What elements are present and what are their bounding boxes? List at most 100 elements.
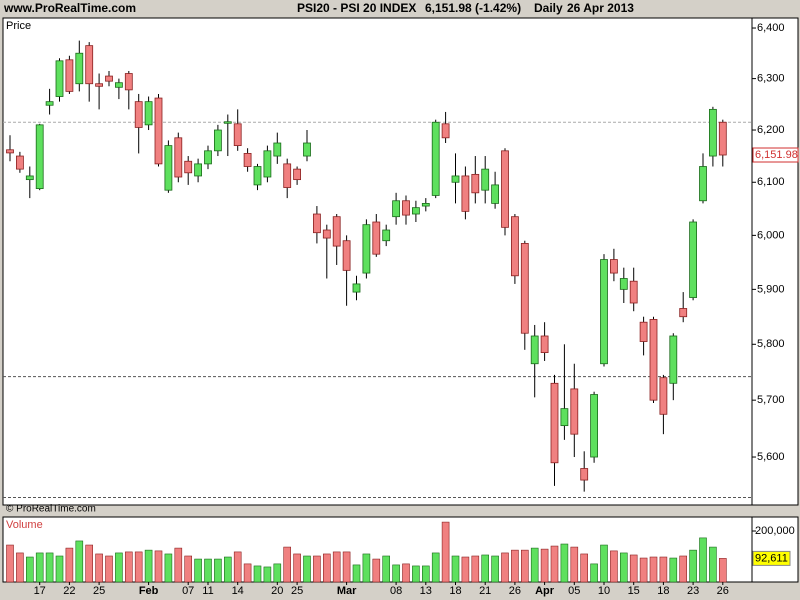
- volume-bar: [471, 555, 480, 583]
- x-tick-label: 18: [449, 585, 461, 597]
- volume-bar: [461, 556, 470, 583]
- volume-bar: [382, 555, 391, 583]
- candle-body: [501, 150, 509, 228]
- candle-body: [233, 123, 242, 147]
- y-tick-label: 6,200: [757, 124, 785, 136]
- candle-body: [213, 129, 222, 152]
- volume-bar: [6, 544, 14, 583]
- candle-body: [95, 83, 103, 87]
- volume-bar: [263, 566, 272, 583]
- last-value-label: 6,151.98: [755, 149, 798, 161]
- volume-bar: [718, 558, 727, 583]
- candle-body: [590, 394, 598, 458]
- candle-body: [481, 168, 490, 191]
- candle-body: [362, 224, 371, 274]
- candle-body: [263, 150, 272, 178]
- y-tick-label: 200,000: [755, 525, 795, 537]
- x-tick-label: 25: [291, 585, 303, 597]
- candle-body: [550, 382, 559, 464]
- candle-body: [174, 137, 183, 178]
- candle-body: [718, 121, 727, 156]
- volume-bar: [619, 552, 628, 583]
- candle-body: [303, 142, 311, 157]
- candle-body: [461, 175, 470, 212]
- x-tick-label: 11: [202, 585, 213, 597]
- volume-bar: [283, 546, 292, 583]
- y-tick-label: 6,000: [757, 229, 785, 241]
- panel-label: Volume: [6, 519, 43, 531]
- volume-bar: [194, 558, 202, 583]
- volume-bar: [481, 554, 490, 583]
- volume-bar: [55, 555, 64, 583]
- candle-body: [124, 73, 133, 91]
- volume-axis: [751, 516, 799, 583]
- volume-bar: [560, 543, 569, 583]
- volume-bar: [431, 552, 440, 583]
- quote: 6,151.98 (-1.42%): [425, 1, 521, 15]
- volume-bar: [35, 552, 44, 583]
- volume-bar: [570, 546, 579, 583]
- candle-body: [293, 168, 302, 181]
- candle-body: [699, 166, 707, 202]
- volume-bar: [352, 564, 361, 583]
- period: Daily: [534, 1, 563, 15]
- x-tick-label: 26: [717, 585, 729, 597]
- volume-bar: [95, 553, 103, 583]
- last-value-label: 92,611: [755, 552, 788, 564]
- volume-bar: [45, 552, 54, 583]
- x-tick-label: 07: [182, 585, 194, 597]
- volume-bar: [679, 555, 688, 583]
- candle-body: [570, 388, 579, 435]
- x-tick-label: 23: [687, 585, 699, 597]
- candle-body: [629, 280, 638, 304]
- volume-bar: [243, 563, 252, 583]
- volume-bar: [501, 552, 509, 583]
- y-tick-label: 5,800: [757, 338, 785, 350]
- candle-body: [619, 278, 628, 290]
- candle-body: [35, 124, 44, 189]
- volume-bar: [412, 565, 420, 583]
- volume-bar: [25, 556, 34, 583]
- candle-body: [105, 75, 113, 82]
- volume-bar: [204, 558, 212, 583]
- candle-body: [659, 377, 668, 415]
- candle-body: [411, 207, 420, 215]
- candle-body: [55, 60, 64, 97]
- candle-body: [649, 319, 658, 401]
- x-tick-label: 13: [420, 585, 432, 597]
- volume-bar: [511, 549, 519, 583]
- volume-bar: [669, 557, 678, 583]
- x-tick-label: 05: [568, 585, 580, 597]
- volume-bar: [342, 551, 351, 583]
- header-bar: [0, 0, 800, 18]
- x-tick-label: Apr: [535, 585, 555, 597]
- x-tick-label: 22: [63, 585, 75, 597]
- volume-bar: [629, 554, 638, 583]
- candle-body: [45, 101, 54, 106]
- candle-body: [580, 468, 589, 481]
- candle-body: [184, 160, 193, 174]
- volume-bar: [659, 556, 668, 583]
- x-tick-label: 21: [479, 585, 491, 597]
- watermark: © ProRealTime.com: [6, 504, 96, 515]
- site: www.ProRealTime.com: [3, 1, 136, 15]
- volume-bar: [85, 544, 93, 583]
- candle-body: [65, 59, 74, 92]
- x-tick-label: 18: [657, 585, 669, 597]
- volume-bar: [451, 555, 460, 583]
- candle-body: [223, 121, 232, 124]
- volume-bar: [520, 549, 529, 583]
- volume-bar: [402, 563, 410, 583]
- title: PSI20 - PSI 20 INDEX: [297, 1, 416, 15]
- volume-bar: [421, 565, 430, 583]
- x-tick-label: 17: [34, 585, 46, 597]
- y-tick-label: 6,300: [757, 73, 785, 85]
- candle-body: [144, 101, 153, 126]
- volume-bar: [362, 553, 371, 583]
- candle-body: [679, 308, 688, 318]
- candle-body: [530, 335, 539, 365]
- x-tick-label: Mar: [337, 585, 357, 597]
- volume-bar: [530, 547, 539, 583]
- volume-bar: [144, 549, 153, 583]
